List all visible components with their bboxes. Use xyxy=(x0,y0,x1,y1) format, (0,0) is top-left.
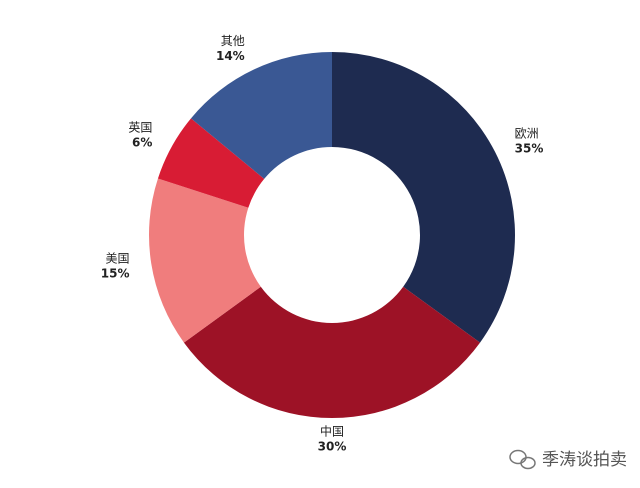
slice-label: 中国 xyxy=(320,424,344,439)
slice xyxy=(190,52,332,179)
value-label: 35% xyxy=(515,141,544,155)
slice-label: 美国 xyxy=(106,252,130,266)
value-label: 30% xyxy=(318,440,347,454)
slice xyxy=(183,286,481,419)
value-label: 6% xyxy=(132,136,152,150)
slice xyxy=(149,178,261,343)
value-label: 15% xyxy=(101,267,130,281)
slice-label: 欧洲 xyxy=(515,126,539,140)
slice-label: 英国 xyxy=(128,121,152,135)
value-label: 14% xyxy=(216,49,245,63)
slice-label: 其他 xyxy=(221,34,245,48)
watermark-icon xyxy=(509,449,536,470)
slice xyxy=(332,52,515,343)
slice xyxy=(157,118,265,208)
watermark: 季涛谈拍卖 xyxy=(542,450,627,470)
